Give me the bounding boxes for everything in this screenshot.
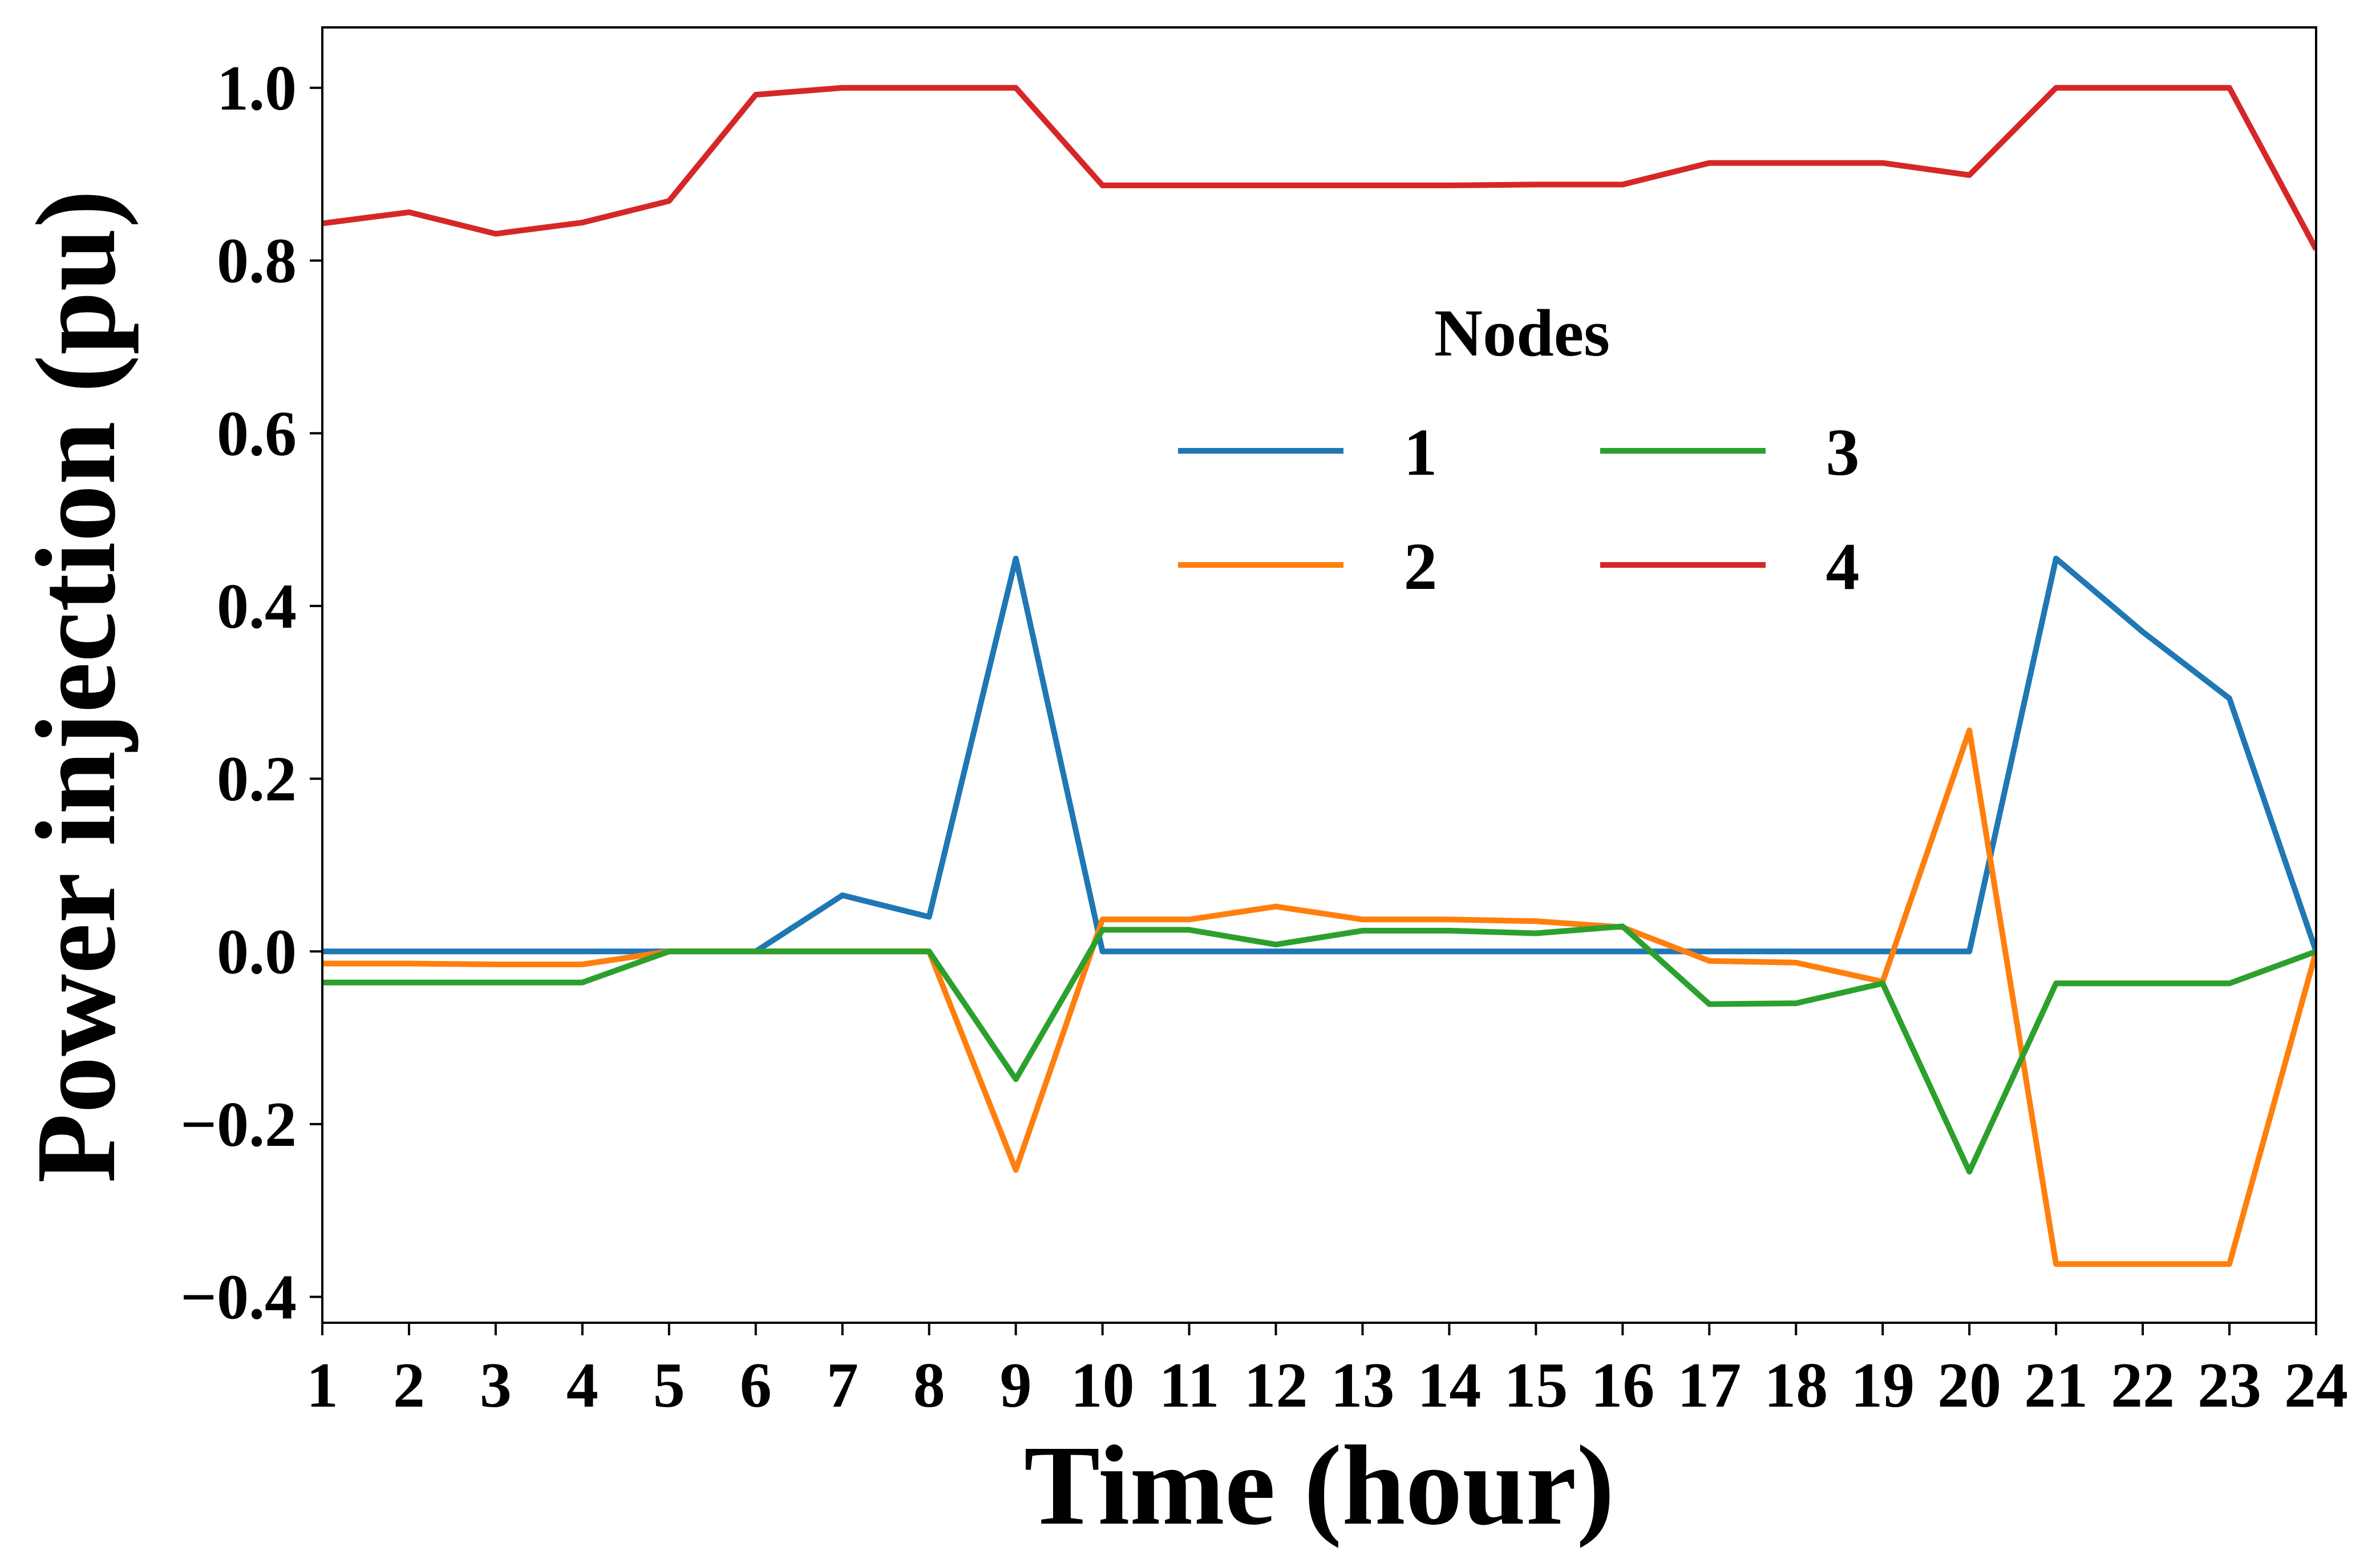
x-tick-label: 3 — [480, 1350, 512, 1421]
y-tick-label: 0.0 — [217, 916, 297, 987]
legend-label-node-2: 2 — [1404, 529, 1438, 604]
x-tick-label: 6 — [740, 1350, 772, 1421]
series-layer — [322, 84, 2316, 1267]
y-axis-title: Power injection (pu) — [13, 190, 139, 1184]
y-tick-label: 0.4 — [217, 571, 297, 642]
x-tick-label: 10 — [1071, 1350, 1135, 1421]
x-tick-label: 7 — [827, 1350, 859, 1421]
series-line-node-4 — [322, 84, 2316, 251]
plot-frame — [321, 26, 2317, 1324]
x-tick-label: 21 — [2024, 1350, 2088, 1421]
x-tick-label: 11 — [1159, 1350, 1220, 1421]
x-tick-label: 1 — [306, 1350, 338, 1421]
x-tick-label: 16 — [1590, 1350, 1654, 1421]
x-tick-label: 14 — [1417, 1350, 1481, 1421]
x-tick-label: 4 — [566, 1350, 598, 1421]
x-tick-label: 9 — [1000, 1350, 1032, 1421]
x-tick-label: 12 — [1244, 1350, 1308, 1421]
x-tick-label: 20 — [1937, 1350, 2001, 1421]
y-tick-label: 0.8 — [217, 226, 297, 297]
x-axis-title: Time (hour) — [1024, 1423, 1614, 1549]
x-tick-label: 19 — [1851, 1350, 1914, 1421]
x-tick-label: 15 — [1504, 1350, 1568, 1421]
x-tick-label: 5 — [653, 1350, 685, 1421]
x-tick-label: 13 — [1330, 1350, 1394, 1421]
legend-label-node-3: 3 — [1826, 415, 1860, 490]
legend-label-node-1: 1 — [1404, 415, 1438, 490]
legend: Nodes 1 2 3 4 — [1178, 296, 1860, 604]
y-axis: −0.4 −0.2 0.0 0.2 0.4 0.6 0.8 1.0 — [180, 53, 322, 1333]
x-tick-label: 17 — [1677, 1350, 1741, 1421]
x-tick-label: 22 — [2111, 1350, 2175, 1421]
x-tick-label: 2 — [393, 1350, 425, 1421]
legend-label-node-4: 4 — [1826, 529, 1860, 604]
y-tick-label: 0.2 — [217, 744, 297, 815]
series-line-node-1 — [322, 555, 2316, 955]
legend-title: Nodes — [1434, 296, 1610, 370]
y-tick-label: −0.4 — [180, 1262, 297, 1333]
x-tick-label: 23 — [2197, 1350, 2261, 1421]
x-tick-label: 18 — [1764, 1350, 1828, 1421]
series-line-node-3 — [322, 923, 2316, 1175]
x-tick-label: 8 — [913, 1350, 945, 1421]
y-tick-label: 0.6 — [217, 398, 297, 469]
x-axis: 1 2 3 4 5 6 7 8 9 10 11 12 13 14 15 16 17 18 19 20 21 22 23 24 — [306, 1323, 2348, 1421]
x-tick-label: 24 — [2284, 1350, 2348, 1421]
y-tick-label: −0.2 — [180, 1089, 297, 1160]
y-tick-label: 1.0 — [217, 53, 297, 124]
series-line-node-2 — [322, 727, 2316, 1267]
